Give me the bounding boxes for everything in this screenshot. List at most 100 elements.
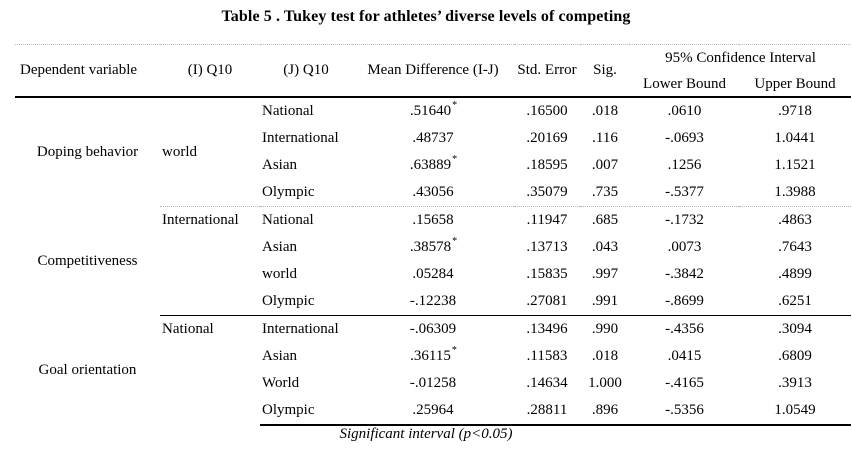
mean-difference-value: -.01258 <box>409 375 457 391</box>
lower-bound-cell: .0610 <box>630 96 739 125</box>
upper-bound-cell: .9718 <box>739 96 851 125</box>
upper-bound-cell: .4899 <box>778 266 812 282</box>
j-q10-cell: National <box>260 96 352 125</box>
mean-difference-value: .25964 <box>412 402 454 418</box>
mean-difference-value: .63889 <box>409 157 452 173</box>
mean-difference-value: .15658 <box>412 212 454 228</box>
sig-cell: .116 <box>592 130 618 146</box>
std-error-cell: .20169 <box>526 130 568 146</box>
col-header-confidence-interval: 95% Confidence Interval <box>630 44 851 72</box>
sig-cell: .991 <box>591 293 619 309</box>
i-q10-cell: National <box>160 315 260 425</box>
j-q10-cell: International <box>262 130 339 146</box>
header-row-bounds: Lower Bound Upper Bound <box>15 72 851 97</box>
table-row: Goal orientation National International … <box>15 315 851 425</box>
table-row: Asian .36115* .11583 .018 .0415 .6809 <box>15 343 851 370</box>
table-row: world .05284 .15835 .997 -.3842 .4899 <box>15 261 851 288</box>
std-error-cell: .15835 <box>526 266 568 282</box>
upper-bound-cell: .3094 <box>739 315 851 343</box>
std-error-cell: .28811 <box>514 397 580 426</box>
lower-bound-cell: -.4356 <box>630 315 739 343</box>
sig-cell: .007 <box>591 157 619 173</box>
table-row: Olympic .43056 .35079 .735 -.5377 1.3988 <box>15 179 851 207</box>
table-header: Dependent variable (I) Q10 (J) Q10 Mean … <box>15 44 851 97</box>
sig-cell: 1.000 <box>588 375 622 391</box>
j-q10-cell: Olympic <box>262 184 315 200</box>
table-title: Table 5 . Tukey test for athletes’ diver… <box>221 8 631 25</box>
upper-bound-cell: 1.1521 <box>774 157 816 173</box>
tukey-test-table: Dependent variable (I) Q10 (J) Q10 Mean … <box>15 44 851 426</box>
std-error-cell: .13713 <box>526 239 568 255</box>
mean-difference-cell: -.01258 <box>352 370 514 397</box>
upper-bound-cell: .6809 <box>778 348 812 364</box>
col-header-std-error: Std. Error <box>514 44 580 97</box>
lower-bound-cell: .0073 <box>667 239 702 255</box>
std-error-cell: .16500 <box>514 96 580 125</box>
upper-bound-cell: 1.0549 <box>739 397 851 426</box>
mean-difference-cell: .25964 <box>352 397 514 426</box>
col-header-mean-difference: Mean Difference (I-J) <box>352 44 514 97</box>
lower-bound-cell: -.4165 <box>665 375 704 391</box>
sig-cell: .685 <box>580 206 630 234</box>
j-q10-cell: Olympic <box>260 397 352 426</box>
mean-difference-cell: .15658 <box>352 206 514 234</box>
mean-difference-value: .05284 <box>412 266 454 282</box>
mean-difference-value: .51640 <box>409 103 452 119</box>
mean-difference-value: .43056 <box>412 184 454 200</box>
dependent-variable-cell: Goal orientation <box>38 361 137 378</box>
table-row: Doping behavior world National .51640 * .… <box>15 96 851 207</box>
lower-bound-cell: .1256 <box>667 157 702 173</box>
sig-cell: .043 <box>591 239 619 255</box>
col-header-i-q10: (I) Q10 <box>160 44 260 97</box>
mean-difference-cell: .38578* <box>352 234 514 261</box>
col-header-lower-bound: Lower Bound <box>643 75 726 92</box>
dependent-variable-cell: Doping behavior <box>15 96 160 207</box>
mean-difference-value: .36115 <box>410 348 451 364</box>
sig-cell: .896 <box>580 397 630 426</box>
table-body: Doping behavior world National .51640 * .… <box>15 96 851 426</box>
j-q10-cell: World <box>262 375 300 391</box>
table-row: Olympic .25964 .28811 .896 -.5356 1.0549 <box>15 397 851 426</box>
j-q10-cell: world <box>262 266 297 282</box>
upper-bound-cell: .3913 <box>778 375 812 391</box>
col-header-j-q10: (J) Q10 <box>260 44 352 97</box>
std-error-cell: .11583 <box>526 348 568 364</box>
upper-bound-cell: .6251 <box>778 293 812 309</box>
j-q10-cell: Asian <box>262 239 297 255</box>
table-row: Olympic -.12238 .27081 .991 -.8699 .6251 <box>15 288 851 316</box>
sig-cell: .735 <box>591 184 619 200</box>
sig-cell: .018 <box>591 348 619 364</box>
significance-footnote: Significant interval (p<0.05) <box>339 426 513 442</box>
mean-difference-cell: .63889* <box>352 152 514 179</box>
col-header-sig: Sig. <box>580 44 630 97</box>
mean-difference-cell: .05284 <box>352 261 514 288</box>
i-q10-cell: International <box>160 206 260 316</box>
lower-bound-cell: -.3842 <box>665 266 704 282</box>
mean-difference-cell: -.12238 <box>352 288 514 316</box>
mean-difference-value: .38578 <box>409 239 452 255</box>
upper-bound-cell: 1.3988 <box>774 184 816 200</box>
mean-difference-cell: .36115* <box>352 343 514 370</box>
lower-bound-cell: .0415 <box>667 348 702 364</box>
std-error-cell: .13496 <box>514 315 580 343</box>
j-q10-cell: Olympic <box>262 293 315 309</box>
significance-star: * <box>452 236 458 247</box>
lower-bound-cell: -.5377 <box>665 184 704 200</box>
std-error-cell: .11947 <box>514 206 580 234</box>
j-q10-cell: National <box>260 206 352 234</box>
std-error-cell: .35079 <box>526 184 568 200</box>
mean-difference-value: .48737 <box>412 130 454 146</box>
col-header-dependent-variable: Dependent variable <box>15 44 160 97</box>
upper-bound-cell: .4863 <box>739 206 851 234</box>
mean-difference-value: -.06309 <box>409 321 457 337</box>
sig-cell: .997 <box>591 266 619 282</box>
significance-star: * <box>452 154 458 165</box>
table-row: Competitiveness International National .… <box>15 206 851 316</box>
table-row: Asian .63889* .18595 .007 .1256 1.1521 <box>15 152 851 179</box>
dependent-variable-cell: Competitiveness <box>37 252 138 269</box>
sig-cell: .990 <box>580 315 630 343</box>
i-q10-cell: world <box>160 96 260 207</box>
significance-star: * <box>451 345 457 356</box>
j-q10-cell: Asian <box>262 157 297 173</box>
